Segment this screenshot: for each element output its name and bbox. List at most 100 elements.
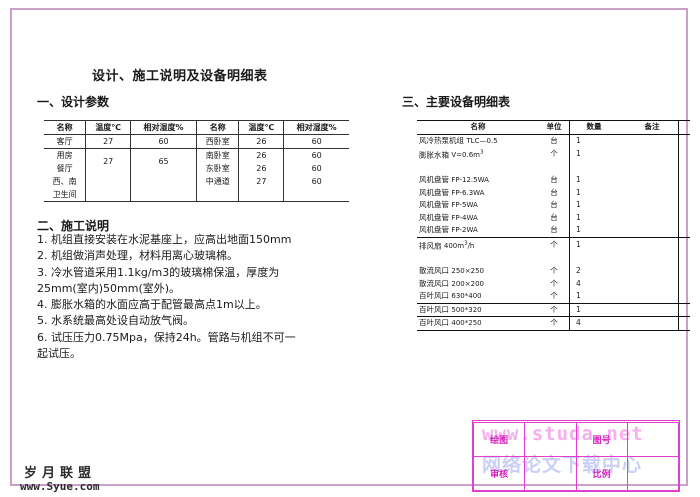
header-name-right: 名称	[195, 120, 239, 135]
cell-name-left: 餐厅	[56, 163, 73, 173]
cell-name-left: 卫生间	[44, 188, 86, 202]
watermark-syue-url: www.Syue.com	[20, 480, 100, 493]
note-line: 3. 冷水管道采用1.1kg/m3的玻璃棉保温，厚度为	[37, 265, 280, 279]
header-equip-note: 备注	[614, 120, 690, 135]
cell-name-right: 中通道	[195, 175, 239, 188]
cell-equip-unit: 个	[539, 316, 570, 331]
header-equip-qty: 数量	[569, 120, 614, 135]
cell-temp-right	[238, 188, 284, 202]
cell-equip-qty: 1	[569, 290, 614, 304]
sheet-inner: 设计、施工说明及设备明细表 一、设计参数 名称 温度℃ 相对湿度% 名称 温度℃…	[12, 10, 690, 493]
equip-model: V=0.6m3	[451, 150, 484, 160]
cell-temp-right: 27	[238, 175, 284, 188]
cell-name-right: 南卧室	[195, 148, 239, 162]
cell-name-right	[195, 188, 239, 202]
spacer-cell	[569, 161, 614, 175]
cell-humidity-left	[130, 188, 197, 202]
table-row: 散流风口 200×200 个 4	[417, 277, 690, 291]
table-row: 膨胀水箱 V=0.6m3 个 1	[417, 147, 690, 162]
title-block-row: 绘图 图号	[472, 421, 680, 457]
note-line: 25mm(室内)50mm(室外)。	[37, 281, 181, 295]
title-block-row: 审核 比例	[472, 455, 680, 492]
equip-model: FP-5WA	[451, 201, 478, 210]
cell-equip-note	[614, 303, 690, 318]
cell-equip-name: 散流风口 200×200	[419, 278, 484, 288]
cell-equip-unit: 台	[539, 224, 570, 238]
equip-model: FP-4WA	[451, 213, 478, 222]
header-humidity-right: 相对湿度%	[283, 120, 349, 135]
cell-temp-left	[85, 175, 131, 188]
label-draw: 绘图	[472, 421, 526, 457]
cell-equip-name: 风机盘管 FP-5WA	[419, 200, 478, 210]
cell-name-right: 东卧室	[195, 162, 239, 175]
cell-humidity-left: 65	[130, 148, 197, 175]
design-parameters-table: 名称 温度℃ 相对湿度% 名称 温度℃ 相对湿度% 客厅 27 60 西卧室 2…	[44, 120, 349, 202]
value-draw[interactable]	[524, 421, 577, 457]
cell-equip-unit: 个	[550, 149, 558, 159]
value-scale[interactable]	[626, 455, 680, 492]
cell-equip-unit: 台	[550, 187, 558, 197]
value-review[interactable]	[524, 455, 577, 492]
table-row: 客厅 27 60 西卧室 26 60	[44, 134, 349, 149]
table-row: 风机盘管 FP-12.5WA 台 1	[417, 174, 690, 187]
cell-equip-qty: 1	[569, 303, 614, 318]
title-block: 绘图 图号 审核 比例	[472, 420, 680, 492]
equip-model: FP-12.5WA	[451, 176, 489, 185]
cell-name-left: 用房	[56, 150, 73, 160]
equip-model: 400*250	[451, 319, 482, 328]
cell-equip-name: 膨胀水箱 V=0.6m3	[419, 150, 484, 160]
note-line: 2. 机组做消声处理，材料用离心玻璃棉。	[37, 249, 238, 263]
note-line: 1. 机组直接安装在水泥基座上，应高出地面150mm	[37, 233, 292, 246]
note-line: 起试压。	[37, 346, 81, 360]
cell-name-left: 西、南	[52, 176, 77, 186]
cell-equip-note	[614, 316, 690, 331]
cell-equip-qty: 4	[569, 277, 614, 291]
cell-equip-name: 百叶风口 400*250	[417, 316, 539, 331]
cell-equip-unit: 台	[550, 212, 558, 222]
cell-equip-note	[614, 224, 690, 238]
construction-notes-list: 1. 机组直接安装在水泥基座上，应高出地面150mm 2. 机组做消声处理，材料…	[37, 232, 367, 362]
cell-equip-unit: 个	[550, 239, 558, 249]
equip-model: 630*400	[451, 292, 482, 301]
cell-temp-right: 26	[238, 162, 284, 175]
table-header-row: 名称 温度℃ 相对湿度% 名称 温度℃ 相对湿度%	[44, 120, 349, 135]
cell-humidity-right: 60	[283, 175, 349, 188]
cell-humidity-right: 60	[283, 148, 349, 162]
cell-equip-qty: 2	[569, 265, 614, 278]
cell-equip-name: 排风扇 400m3/h	[419, 240, 475, 251]
header-equip-name: 名称	[417, 120, 539, 135]
cell-equip-unit: 台	[550, 200, 558, 210]
section-heading-design-params: 一、设计参数	[37, 95, 110, 109]
note-line: 6. 试压压力0.75Mpa，保持24h。管路与机组不可一	[37, 330, 296, 344]
cell-humidity-right	[283, 188, 349, 202]
cell-equip-unit: 台	[550, 175, 558, 185]
table-row: 风冷热泵机组 TLC—0.5 台 1	[417, 134, 690, 147]
cell-equip-unit: 个	[550, 266, 558, 276]
cell-equip-name: 散流风口 250×250	[419, 266, 484, 276]
cell-humidity-right: 60	[283, 134, 349, 149]
cell-humidity-left: 60	[130, 134, 197, 149]
cell-temp-left: 27	[85, 148, 131, 175]
cell-equip-name: 风机盘管 FP-6.3WA	[419, 187, 485, 197]
cell-equip-unit: 台	[550, 135, 558, 145]
equip-model: 500*320	[451, 305, 482, 314]
cell-equip-note	[614, 290, 690, 304]
cell-temp-left: 27	[85, 134, 131, 149]
table-spacer-row	[417, 161, 690, 175]
cell-equip-qty: 1	[569, 237, 614, 253]
equipment-table: 名称 单位 数量 备注 风冷热泵机组 TLC—0.5 台 1 膨胀水箱 V=0.…	[417, 120, 690, 331]
equip-model: 200×200	[451, 279, 484, 288]
table-row: 风机盘管 FP-6.3WA 台 1	[417, 186, 690, 200]
equipment-table-right-rule	[678, 120, 679, 331]
label-review: 审核	[472, 455, 526, 492]
section-heading-equipment-list: 三、主要设备明细表	[402, 95, 511, 109]
equip-model: FP-2WA	[451, 226, 478, 235]
table-row: 风机盘管 FP-5WA 台 1	[417, 199, 690, 212]
header-temp-left: 温度℃	[85, 120, 131, 135]
section-heading-construction-notes: 二、施工说明	[37, 219, 110, 233]
spacer-cell	[417, 162, 539, 175]
value-drawing-no[interactable]	[626, 421, 680, 457]
cell-equip-unit: 个	[539, 290, 570, 304]
header-temp-right: 温度℃	[238, 120, 284, 135]
table-row: 风机盘管 FP-4WA 台 1	[417, 211, 690, 225]
